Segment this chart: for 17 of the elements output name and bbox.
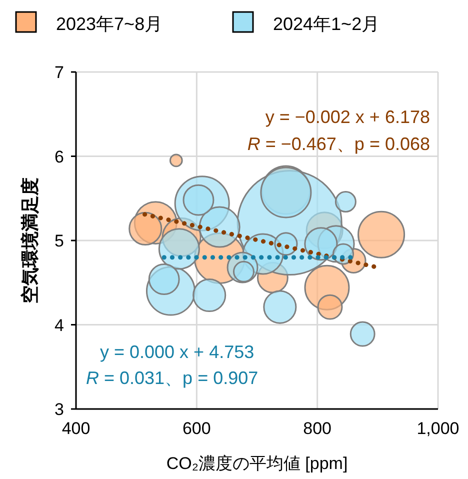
annotation: R = −0.467、p = 0.068 <box>247 134 430 154</box>
x-axis-title: CO₂濃度の平均値 [ppm] <box>166 454 348 473</box>
y-tick-label: 5 <box>54 232 64 250</box>
annotation: R = 0.031、p = 0.907 <box>86 368 258 388</box>
x-tick-label: 400 <box>62 419 90 438</box>
y-axis-title: 空気環境満足度 <box>20 178 40 304</box>
y-tick-label: 6 <box>54 147 64 166</box>
annotation: y = −0.002 x + 6.178 <box>265 107 430 127</box>
annotation: y = 0.000 x + 4.753 <box>100 342 254 362</box>
x-tick-label: 600 <box>182 419 211 438</box>
y-tick-label: 4 <box>54 316 64 335</box>
x-tick-label: 1,000 <box>416 419 460 438</box>
legend-label: 2024年1~2月 <box>273 14 380 34</box>
y-tick-label: 7 <box>54 63 64 82</box>
legend-label: 2023年7~8月 <box>56 14 163 34</box>
y-tick-label: 3 <box>54 400 64 419</box>
x-tick-label: 800 <box>303 419 332 438</box>
